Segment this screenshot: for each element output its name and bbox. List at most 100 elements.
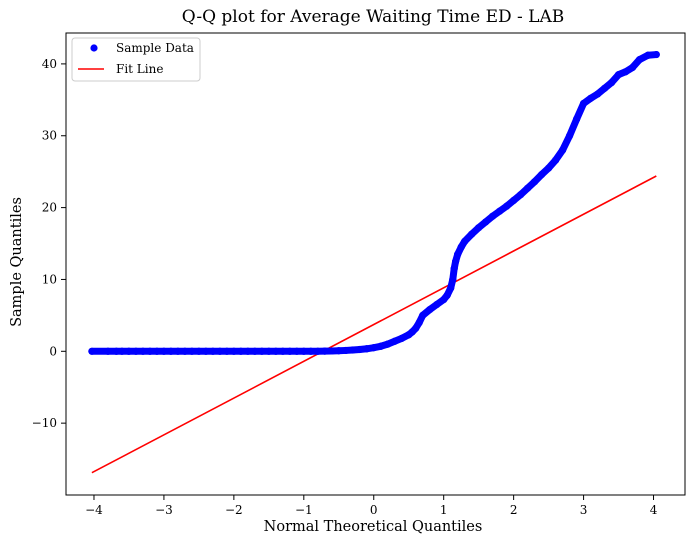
sample-point xyxy=(652,50,660,59)
sample-point xyxy=(443,291,451,299)
sample-point xyxy=(286,347,294,355)
sample-point xyxy=(112,347,120,355)
x-tick-label: −4 xyxy=(85,503,103,517)
sample-point xyxy=(188,347,196,355)
sample-point xyxy=(230,347,238,355)
sample-point xyxy=(258,347,266,355)
sample-point xyxy=(391,337,399,345)
sample-point xyxy=(586,94,595,102)
sample-point xyxy=(635,55,644,64)
sample-point xyxy=(450,265,458,273)
sample-point xyxy=(279,347,287,355)
sample-point xyxy=(579,99,588,108)
sample-point xyxy=(370,344,378,352)
sample-point xyxy=(524,184,532,192)
sample-point xyxy=(461,237,469,245)
sample-point xyxy=(531,178,539,186)
sample-point xyxy=(447,284,455,292)
sample-point xyxy=(419,311,427,319)
sample-point xyxy=(321,347,329,355)
sample-point xyxy=(356,345,364,354)
legend-marker-sample-data xyxy=(90,44,98,52)
sample-point xyxy=(503,202,511,210)
sample-point xyxy=(384,340,392,348)
sample-point xyxy=(349,346,357,354)
y-tick-label: 40 xyxy=(42,57,57,71)
sample-point xyxy=(216,347,224,355)
plot-area xyxy=(65,32,686,496)
x-tick-label: 3 xyxy=(580,503,588,517)
sample-point xyxy=(415,318,423,327)
sample-point xyxy=(496,207,504,215)
sample-point xyxy=(377,342,385,350)
sample-point xyxy=(167,347,175,355)
sample-point xyxy=(223,347,231,355)
sample-point xyxy=(449,275,457,284)
x-tick-label: −1 xyxy=(295,503,313,517)
sample-point xyxy=(412,324,420,332)
sample-point xyxy=(475,224,483,232)
legend-box xyxy=(71,37,201,82)
sample-point xyxy=(363,345,371,353)
y-tick-label: 20 xyxy=(42,201,57,215)
x-axis-ticks: −4 −3 −2 −1 0 1 2 3 4 xyxy=(85,495,658,517)
sample-point xyxy=(572,115,581,123)
sample-point xyxy=(644,51,652,59)
legend-label-sample-data: Sample Data xyxy=(116,41,194,55)
sample-point xyxy=(342,346,350,355)
sample-point xyxy=(621,68,630,76)
x-tick-label: 0 xyxy=(370,503,378,517)
sample-point xyxy=(335,347,343,355)
sample-point xyxy=(489,212,497,220)
sample-point xyxy=(202,347,210,355)
sample-point xyxy=(614,71,623,79)
sample-point xyxy=(538,170,546,179)
sample-point xyxy=(209,347,217,355)
sample-point xyxy=(433,300,441,309)
axes-frame xyxy=(65,32,686,496)
sample-point xyxy=(328,347,336,355)
y-axis-label: Sample Quantiles xyxy=(9,197,25,327)
sample-point xyxy=(293,347,301,355)
y-axis-ticks: −10 0 10 20 30 40 xyxy=(32,57,66,430)
sample-point xyxy=(482,218,490,226)
sample-point xyxy=(426,306,434,314)
sample-point xyxy=(195,347,203,355)
y-tick-label: 10 xyxy=(42,272,57,286)
sample-point xyxy=(160,347,168,355)
x-tick-label: 1 xyxy=(440,503,448,517)
sample-point xyxy=(125,347,133,355)
sample-point xyxy=(181,347,189,355)
sample-point xyxy=(628,63,637,72)
sample-point xyxy=(132,347,140,355)
sample-point xyxy=(118,347,126,355)
sample-point xyxy=(558,146,567,154)
sample-point xyxy=(517,191,525,199)
sample-point xyxy=(451,257,460,266)
sample-point xyxy=(300,347,308,355)
x-axis-label: Normal Theoretical Quantiles xyxy=(264,519,483,535)
legend-label-fit-line: Fit Line xyxy=(116,62,163,76)
sample-point xyxy=(272,347,280,355)
sample-point xyxy=(153,347,161,355)
sample-point xyxy=(398,334,406,342)
sample-point xyxy=(545,164,553,172)
sample-point xyxy=(510,196,518,205)
fit-line xyxy=(91,175,657,474)
sample-point xyxy=(607,78,616,87)
x-tick-label: −3 xyxy=(155,503,173,517)
x-tick-label: −2 xyxy=(225,503,243,517)
sample-point xyxy=(251,347,259,355)
sample-point xyxy=(237,347,245,355)
y-tick-label: 0 xyxy=(49,344,57,358)
sample-point xyxy=(146,347,154,355)
chart-title: Q-Q plot for Average Waiting Time ED - L… xyxy=(182,7,564,27)
sample-point xyxy=(307,347,315,355)
sample-point xyxy=(244,347,252,355)
sample-points-layer xyxy=(88,50,660,355)
fit-line-layer xyxy=(91,175,657,474)
sample-point xyxy=(593,90,602,98)
y-tick-label: −10 xyxy=(32,416,57,430)
